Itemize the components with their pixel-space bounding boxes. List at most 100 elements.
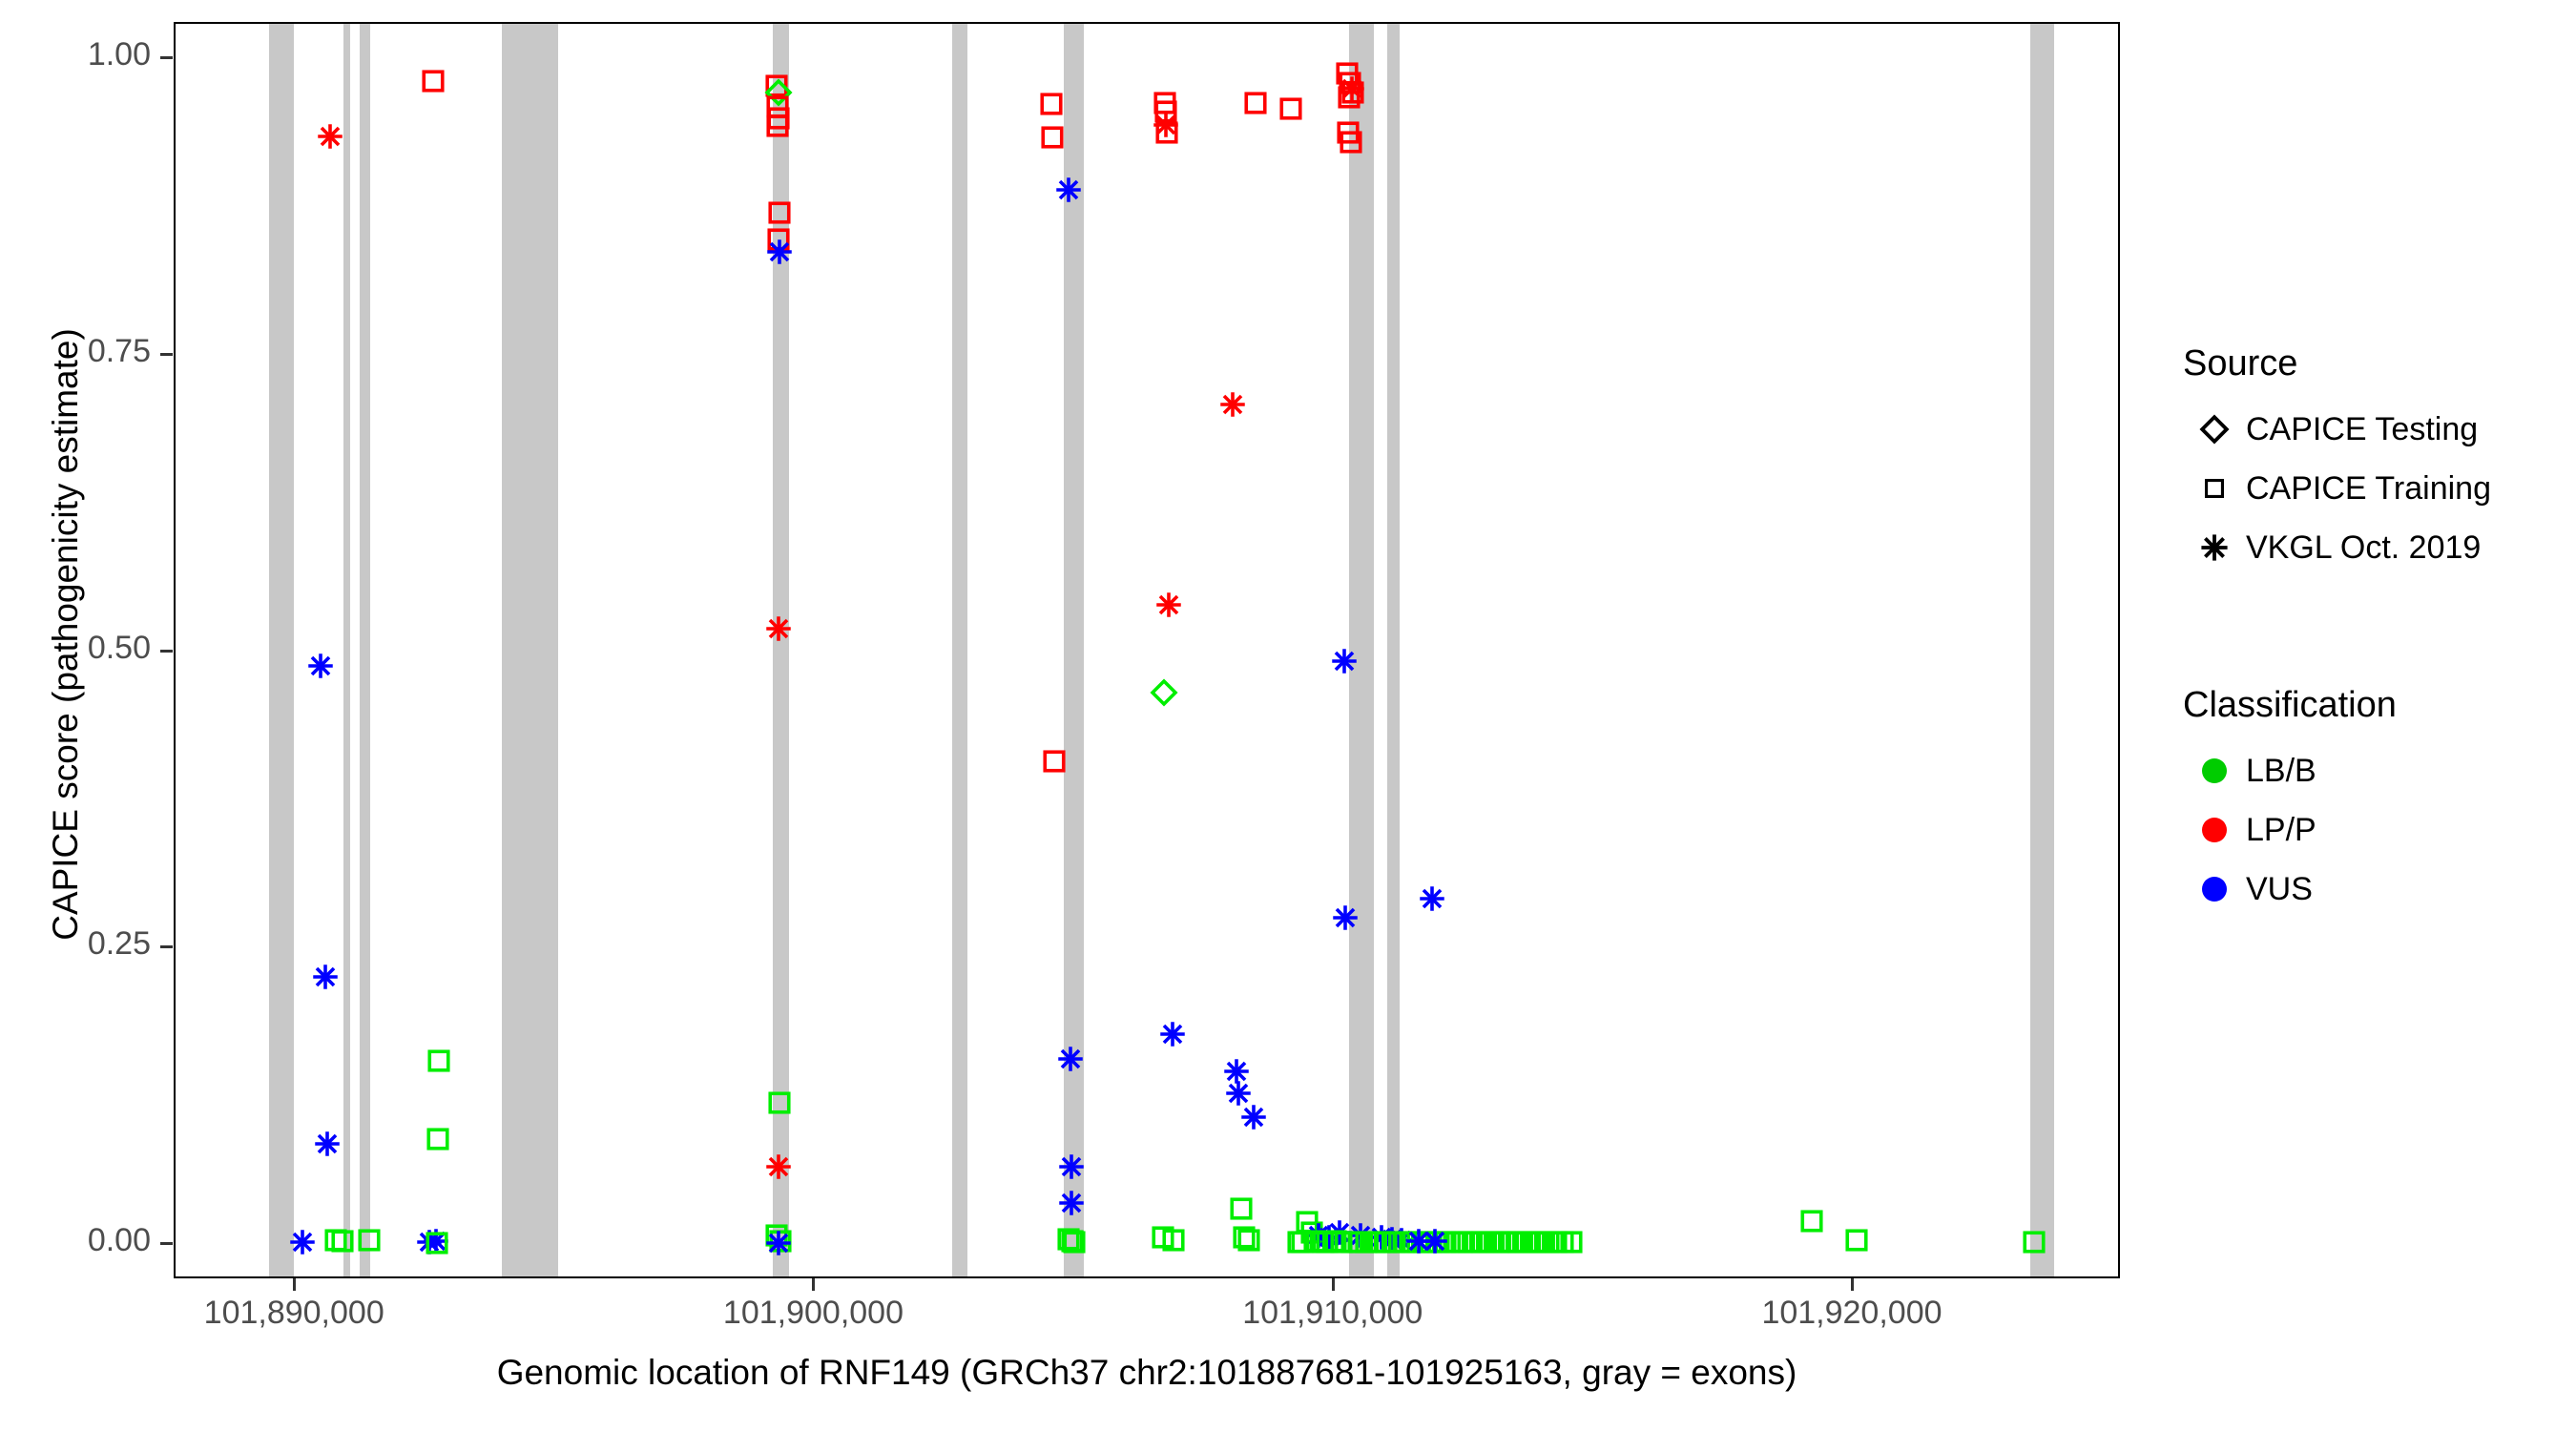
legend-item-label: CAPICE Testing	[2246, 410, 2479, 447]
data-point	[1797, 1207, 1826, 1240]
data-point	[311, 963, 340, 996]
data-point	[1159, 1226, 1188, 1259]
legend-classification: Classification LB/B LP/P VUS	[2183, 685, 2397, 919]
data-point	[764, 1229, 793, 1262]
data-point	[1224, 1079, 1253, 1112]
legend-item-source[interactable]: VKGL Oct. 2019	[2183, 518, 2491, 577]
y-axis-label: CAPICE score (pathogenicity estimate)	[46, 328, 85, 941]
data-point	[1335, 83, 1363, 116]
legend-item-label: VKGL Oct. 2019	[2246, 529, 2482, 566]
exon-band	[268, 24, 295, 1276]
legend-item-classification[interactable]: LP/P	[2183, 800, 2397, 860]
data-point	[328, 1227, 357, 1260]
exon-band	[2030, 24, 2055, 1276]
legend-item-source[interactable]: CAPICE Training	[2183, 459, 2491, 518]
data-point	[1239, 1103, 1268, 1136]
y-tick-label: 0.50	[87, 629, 151, 666]
x-tick-label: 101,890,000	[203, 1295, 384, 1331]
data-point	[1153, 118, 1181, 152]
data-point	[1241, 89, 1270, 122]
exon-band-layer	[176, 24, 2118, 1276]
legend-item-label: LP/P	[2246, 811, 2316, 848]
y-tick-label: 1.00	[87, 36, 151, 73]
data-point	[765, 198, 794, 232]
exon-band	[501, 24, 558, 1276]
data-point	[1222, 1057, 1251, 1090]
data-point	[1054, 1225, 1083, 1258]
data-point	[1150, 678, 1178, 712]
data-point	[1331, 903, 1360, 937]
data-point	[1557, 1228, 1586, 1261]
exon-band	[1063, 24, 1085, 1276]
data-point	[1339, 78, 1367, 112]
data-point	[424, 1125, 452, 1158]
data-point	[765, 1089, 794, 1122]
data-point	[1040, 747, 1069, 780]
data-point	[306, 652, 335, 685]
data-point	[1235, 1226, 1263, 1259]
data-point	[419, 67, 447, 100]
data-point	[313, 1130, 342, 1163]
exon-band	[952, 24, 968, 1276]
x-tick-label: 101,920,000	[1761, 1295, 1942, 1331]
color-dot-icon	[2183, 741, 2246, 800]
data-point	[1037, 90, 1066, 123]
data-point	[1154, 591, 1183, 624]
data-point	[1337, 128, 1365, 161]
data-point	[316, 122, 344, 156]
x-tick-label: 101,910,000	[1242, 1295, 1423, 1331]
y-tick-label: 0.25	[87, 925, 151, 963]
data-point	[1418, 884, 1446, 918]
data-point	[1056, 1045, 1085, 1078]
x-tick-mark	[812, 1278, 816, 1291]
color-dot-icon	[2183, 800, 2246, 860]
exon-band	[772, 24, 790, 1276]
exon-band	[359, 24, 371, 1276]
x-tick-mark	[293, 1278, 297, 1291]
exon-band	[1387, 24, 1401, 1276]
data-point	[1227, 1194, 1256, 1228]
data-point	[762, 72, 791, 105]
exon-band	[343, 24, 350, 1276]
legend-item-source[interactable]: CAPICE Testing	[2183, 400, 2491, 459]
data-point	[1277, 94, 1305, 128]
data-point	[766, 1227, 795, 1260]
data-point	[763, 112, 792, 145]
legend-source-items: CAPICE Testing CAPICE Training VKGL Oct. 2…	[2183, 400, 2491, 577]
scatter-point-layer	[176, 24, 2118, 1276]
data-point	[1288, 1228, 1317, 1261]
exon-band	[1348, 24, 1375, 1276]
data-point	[1421, 1227, 1449, 1260]
data-point	[423, 1229, 451, 1262]
legend-item-classification[interactable]: LB/B	[2183, 741, 2397, 800]
legend-source-title: Source	[2183, 343, 2298, 384]
data-point	[1060, 1228, 1089, 1261]
data-point	[764, 614, 793, 648]
data-point	[1842, 1226, 1871, 1259]
x-tick-mark	[1331, 1278, 1335, 1291]
x-axis-label: Genomic location of RNF149 (GRCh37 chr2:…	[496, 1353, 1797, 1392]
data-point	[1230, 1223, 1258, 1256]
data-point	[1038, 123, 1067, 156]
y-tick-mark	[160, 1241, 173, 1245]
square-icon	[2183, 459, 2246, 518]
y-tick-label: 0.75	[87, 332, 151, 369]
diamond-icon	[2183, 400, 2246, 459]
data-point	[1330, 647, 1359, 680]
data-point	[425, 1047, 453, 1080]
data-point	[1218, 390, 1247, 424]
y-tick-mark	[160, 56, 173, 60]
data-point	[1057, 1152, 1086, 1186]
data-point	[764, 1152, 793, 1186]
legend-item-label: LB/B	[2246, 752, 2316, 789]
color-dot-icon	[2183, 860, 2246, 919]
data-point	[1057, 1189, 1086, 1222]
data-point	[1054, 176, 1083, 209]
legend-classification-title: Classification	[2183, 685, 2397, 725]
legend-item-classification[interactable]: VUS	[2183, 860, 2397, 919]
x-tick-label: 101,900,000	[722, 1295, 904, 1331]
y-tick-mark	[160, 649, 173, 653]
data-point	[1404, 1227, 1433, 1260]
legend-source: Source CAPICE Testing CAPICE Training VKGL…	[2183, 343, 2491, 577]
